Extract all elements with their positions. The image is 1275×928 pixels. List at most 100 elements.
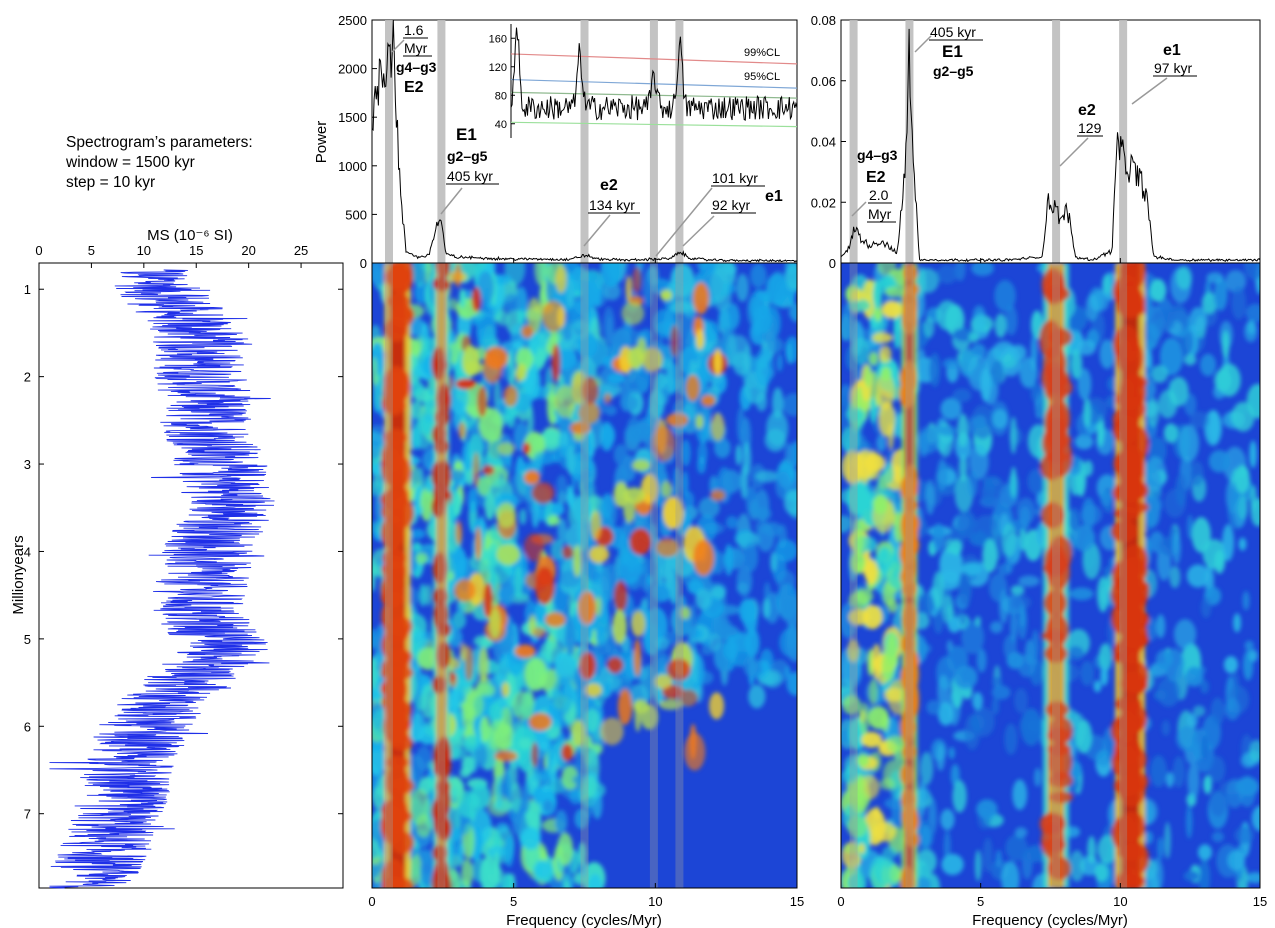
spectrogram-blob [917, 426, 940, 454]
spectrogram-blob [887, 598, 898, 613]
spectrogram-blob [742, 441, 752, 477]
spectrogram-blob [1045, 701, 1069, 719]
spectrogram-blob [961, 620, 985, 655]
spectrogram-blob [372, 863, 380, 880]
spectrogram-blob [613, 580, 628, 612]
spectrogram-blob [995, 849, 1002, 869]
spectrogram-blob [1116, 338, 1144, 378]
spectrogram-blob [1172, 532, 1181, 565]
spectrogram-blob [496, 544, 521, 565]
spectrogram-blob [754, 470, 779, 483]
spectrogram-blob [1027, 468, 1046, 495]
spectrogram-blob [516, 309, 525, 325]
spectrogram-blob [1116, 712, 1144, 735]
spectrogram-blob [914, 593, 935, 616]
spectrogram-band-overlay [849, 263, 858, 888]
spectrogram-blob [785, 626, 797, 662]
spectrogram-blob [1163, 423, 1179, 443]
spectrogram-blob [1016, 497, 1036, 525]
spectrogram-blob [587, 873, 603, 888]
ms-y-tick-label: 5 [24, 632, 31, 647]
spectrogram-blob [841, 515, 852, 533]
spectrogram-blob [680, 439, 691, 467]
mid-x-tick-label: 5 [510, 894, 517, 909]
inset-y-tick-label: 40 [495, 119, 507, 131]
spectrogram-blob [1161, 720, 1171, 736]
spectrogram-blob [613, 481, 629, 508]
spectrogram-blob [1020, 707, 1042, 746]
mid-annotations: 1.6 Myr g4–g3 E2 E1 g2–g5 405 kyr e2 134… [391, 22, 783, 257]
ms-x-tick-label: 10 [137, 243, 151, 258]
inset-y-tick-label: 160 [489, 33, 507, 45]
spectrogram-blob [1231, 286, 1247, 320]
spectrogram-blob [848, 298, 871, 313]
inset-label-99: 99%CL [744, 47, 780, 59]
spectrogram-blob [970, 404, 995, 440]
spectrogram-blob [540, 767, 550, 781]
spectrogram-blob [1221, 330, 1230, 359]
spectrogram-blob [578, 842, 587, 865]
mid-ann-e2-bottom: Myr [404, 40, 428, 56]
spectrogram-blob [695, 414, 704, 429]
spectrogram-blob [461, 859, 473, 888]
spectrogram-blob [937, 674, 950, 708]
spectrogram-blob [775, 471, 792, 500]
spectrogram-blob [459, 643, 468, 662]
spectrogram-blob [880, 366, 892, 381]
spectrogram-blob [603, 282, 621, 301]
spectrogram-blob [452, 492, 462, 517]
ms-x-tick-label: 20 [241, 243, 255, 258]
ms-x-tick-label: 5 [88, 243, 95, 258]
spectrogram-blob [733, 631, 752, 653]
spectrogram-blob [588, 545, 610, 563]
mid-band [580, 20, 589, 263]
spectrogram-blob [764, 428, 787, 452]
spectrogram-blob [495, 822, 510, 834]
spectrogram-blob [850, 289, 865, 301]
spectrogram-blob [557, 832, 574, 866]
spectrogram-blob [868, 678, 878, 706]
spectrogram-blob [432, 844, 448, 862]
spectrogram-blob [776, 353, 783, 372]
spectrogram-blob [1200, 596, 1212, 619]
spectrogram-blob [617, 532, 631, 565]
spectrogram-blob [1113, 506, 1141, 521]
right-y-tick-label: 0 [829, 256, 836, 271]
spectrogram-blob [475, 727, 482, 751]
spectrogram-blob [1042, 273, 1066, 305]
ms-y-tick-label: 4 [24, 544, 31, 559]
spectrogram-blob [493, 851, 501, 886]
spectrogram-blob [879, 345, 892, 364]
spectrogram-blob [612, 609, 627, 644]
spectrogram-blob [1094, 863, 1109, 882]
spectrogram-blob [980, 482, 997, 505]
spectrogram-blob [531, 742, 539, 768]
spectrogram-blob [1083, 460, 1093, 477]
spectrogram-blob [1010, 609, 1018, 644]
spectrogram-blob [753, 305, 773, 334]
mid-x-tick-label: 0 [368, 894, 375, 909]
spectrogram-blob [1042, 812, 1066, 835]
spectrogram-blob [953, 665, 978, 690]
spectrogram-blob [1117, 475, 1145, 503]
spectrogram-blob [540, 428, 562, 452]
mid-band [675, 20, 684, 263]
spectrogram-blob [875, 372, 895, 410]
inset-y-ticks: 40 80 120 160 [489, 33, 515, 131]
ms-x-tick-label: 15 [189, 243, 203, 258]
spectrogram-blob [904, 680, 920, 716]
spectrogram-blob [385, 755, 409, 770]
spectrogram-band-overlay [675, 263, 684, 888]
spectrogram-blob [1042, 837, 1066, 852]
spectrogram-blob [1150, 755, 1168, 788]
spectrogram-blob [944, 304, 965, 336]
spectrogram-blob [1099, 490, 1112, 507]
spectrogram-blob [1115, 285, 1143, 305]
spectrogram-blob [1080, 504, 1103, 525]
spectrogram-blob [709, 692, 725, 720]
spectrogram-blob [1234, 464, 1250, 494]
spectrogram-blob [1164, 821, 1171, 859]
spectrogram-blob [1144, 831, 1154, 845]
spectrogram-band-overlay [1119, 263, 1128, 888]
spectrogram-blob [411, 418, 435, 450]
